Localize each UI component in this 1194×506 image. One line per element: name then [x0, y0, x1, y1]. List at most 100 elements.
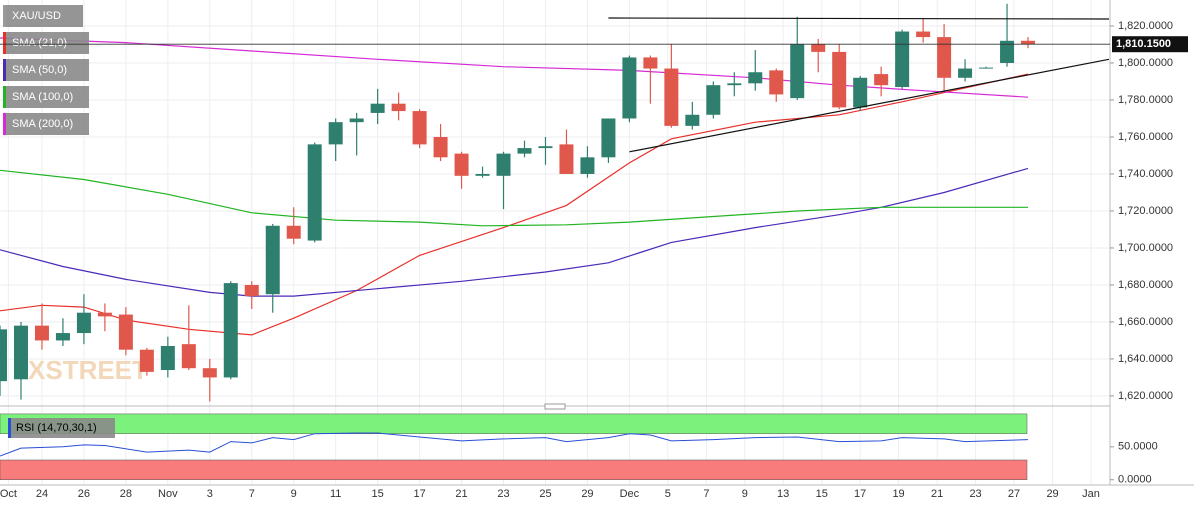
y-tick-label: 1,700.0000	[1118, 242, 1173, 254]
x-tick-label: 3	[207, 488, 213, 500]
candle-body	[1021, 40, 1036, 45]
candle-body	[727, 83, 742, 86]
rsi-band	[0, 413, 1028, 434]
y-tick-label: 1,820.0000	[1118, 20, 1173, 32]
candle-body	[622, 57, 637, 119]
sma-line	[0, 167, 1029, 297]
x-tick-label: 17	[854, 488, 866, 500]
x-tick-label: 15	[372, 488, 384, 500]
last-price-box	[1112, 36, 1188, 53]
candle-body	[685, 114, 700, 126]
candle-body	[34, 325, 49, 341]
legend-label: SMA (21,0)	[12, 37, 67, 49]
candle-body	[181, 344, 196, 369]
watermark: XSTREET	[28, 355, 148, 385]
candle-body	[895, 31, 910, 88]
candle-body	[391, 103, 406, 112]
legend-label: SMA (100,0)	[12, 91, 73, 103]
candle-body	[874, 74, 889, 86]
x-tick-label: 28	[120, 488, 132, 500]
x-tick-label: 23	[969, 488, 981, 500]
x-tick-label: 21	[931, 488, 943, 500]
y-tick-label: 1,760.0000	[1118, 131, 1173, 143]
x-tick-label: 19	[892, 488, 904, 500]
legend-swatch	[3, 5, 6, 27]
candle-body	[748, 72, 763, 84]
legend-box[interactable]	[3, 86, 89, 108]
candle-body	[13, 325, 28, 380]
candle-body	[958, 68, 973, 78]
legend-box[interactable]	[3, 113, 89, 135]
x-tick-label: 13	[777, 488, 789, 500]
candle-body	[286, 225, 301, 239]
rsi-tick-label: 50.0000	[1118, 441, 1158, 453]
candle-body	[97, 312, 112, 317]
y-tick-label: 1,660.0000	[1118, 316, 1173, 328]
candle-body	[160, 345, 175, 371]
candle-body	[454, 153, 469, 176]
candle-body	[643, 57, 658, 69]
legend-swatch	[8, 418, 11, 438]
y-tick-label: 1,780.0000	[1118, 94, 1173, 106]
x-tick-label: 23	[497, 488, 509, 500]
candle-body	[475, 173, 490, 176]
legend-swatch	[3, 86, 6, 108]
candle-body	[244, 284, 259, 297]
candle-body	[916, 31, 931, 38]
trend-line	[608, 17, 1110, 20]
grid	[0, 0, 1110, 485]
legend-label: SMA (200,0)	[12, 118, 73, 130]
candle-body	[223, 283, 238, 378]
legend: XAU/USD SMA (21,0) SMA (50,0) SMA (100,0) SM…	[3, 5, 115, 438]
x-tick-label: 26	[78, 488, 90, 500]
legend-box[interactable]	[3, 32, 89, 54]
x-tick-label: 9	[742, 488, 748, 500]
x-tick-label: 24	[36, 488, 48, 500]
x-tick-label: 29	[1046, 488, 1058, 500]
y-tick-label: 1,740.0000	[1118, 168, 1173, 180]
legend-box[interactable]	[3, 5, 83, 27]
candle-body	[496, 153, 511, 176]
plot	[0, 3, 1110, 457]
x-tick-label: 7	[249, 488, 255, 500]
x-tick-label: 15	[816, 488, 828, 500]
candle-body	[55, 333, 70, 341]
x-tick-label: Oct	[0, 488, 17, 500]
y-tick-label: 1,680.0000	[1118, 279, 1173, 291]
candle-body	[1000, 40, 1015, 63]
candle-body	[349, 118, 364, 123]
pane-handle[interactable]	[544, 403, 566, 410]
candle-body	[706, 85, 721, 115]
x-tick-label: 27	[1008, 488, 1020, 500]
candle-body	[937, 37, 952, 78]
x-tick-label: Jan	[1082, 488, 1100, 500]
x-tick-label: 25	[539, 488, 551, 500]
candle-body	[979, 67, 994, 69]
candle-body	[412, 111, 427, 145]
legend-swatch	[3, 32, 6, 54]
candle-body	[118, 314, 133, 350]
legend-swatch	[3, 59, 6, 81]
candle-body	[307, 144, 322, 241]
legend-box[interactable]	[3, 59, 89, 81]
legend-label: SMA (50,0)	[12, 64, 67, 76]
x-tick-label: 11	[330, 488, 341, 500]
candle-body	[601, 118, 616, 158]
candle-body	[517, 148, 532, 154]
candle-body	[832, 51, 847, 108]
candle-body	[580, 157, 595, 174]
last-price-label: 1,810.1500	[1116, 38, 1171, 50]
candle-body	[139, 349, 154, 372]
candle-body	[328, 122, 343, 145]
candle-body	[538, 146, 553, 149]
y-tick-label: 1,720.0000	[1118, 205, 1173, 217]
x-tick-label: Nov	[158, 488, 178, 500]
x-tick-label: Dec	[620, 488, 640, 500]
candle-body	[76, 312, 91, 334]
rsi-tick-label: 0.0000	[1118, 474, 1152, 486]
candle-body	[265, 225, 280, 295]
rsi-band	[0, 459, 1028, 480]
sma-line	[0, 169, 1028, 227]
candle-body	[853, 77, 868, 108]
